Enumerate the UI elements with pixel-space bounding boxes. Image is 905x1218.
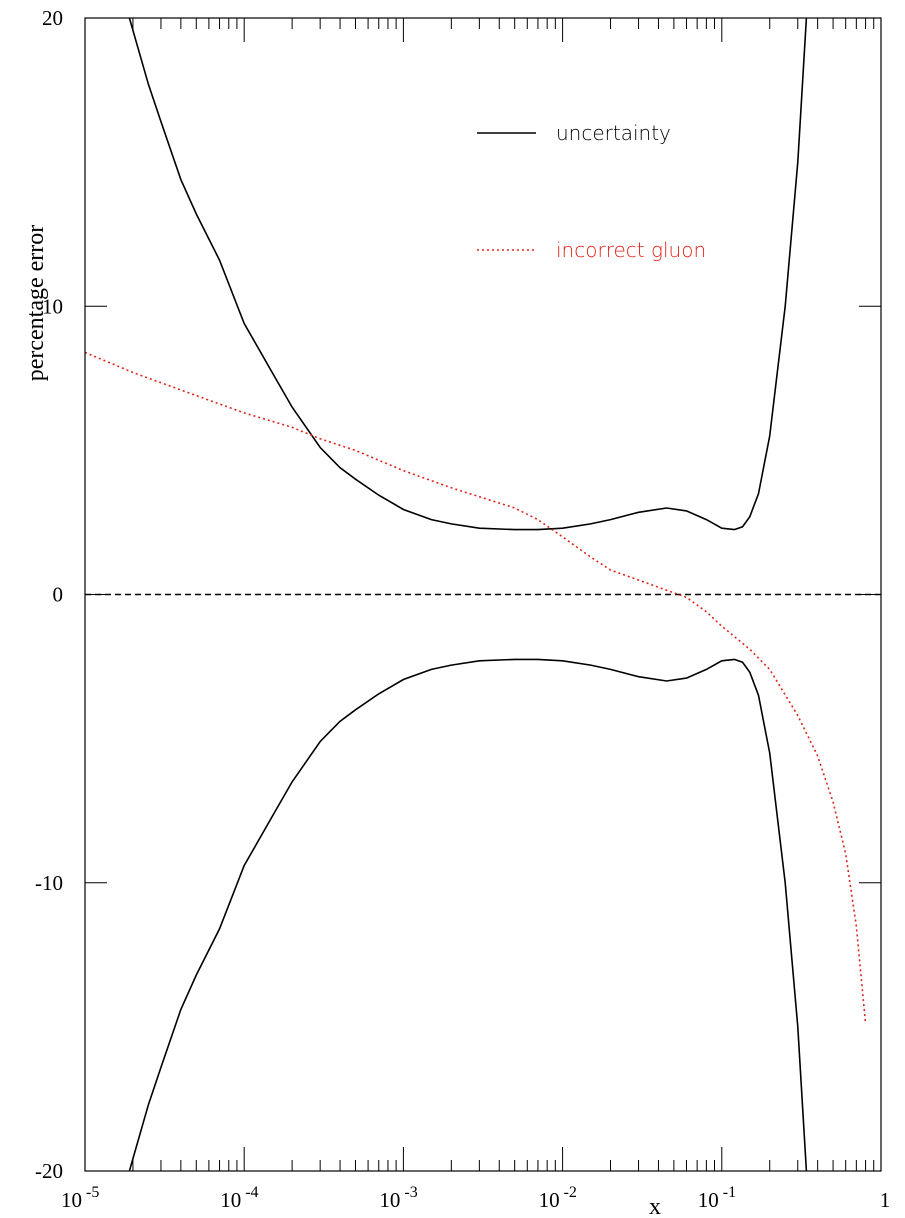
y-tick-label: 0: [53, 583, 64, 607]
legend: uncertainty incorrect gluon: [477, 121, 706, 262]
legend-label-uncertainty: uncertainty: [556, 121, 671, 145]
y-tick-label: 20: [42, 6, 63, 30]
plot-frame: [84, 17, 882, 1172]
x-tick-label: 10 -5: [61, 1184, 99, 1212]
series-line-incorrect-gluon: [84, 351, 867, 1025]
series-line-uncertainty: [128, 17, 808, 531]
plot-frame-layer: [84, 17, 882, 1172]
x-tick-label: 10 -1: [698, 1184, 736, 1212]
x-tick-label: 1: [880, 1188, 891, 1212]
legend-label-incorrect-gluon: incorrect gluon: [556, 238, 706, 262]
y-tick-label: -10: [35, 871, 63, 895]
y-tick-label: -20: [35, 1159, 63, 1183]
series-line-uncertainty-lower: [128, 658, 808, 1172]
y-axis-title: percentage error: [23, 225, 49, 382]
tick-mark-layer: [84, 17, 882, 1172]
x-axis-title: x: [649, 1194, 661, 1218]
series-layer: [84, 17, 867, 1172]
x-tick-label: 10 -2: [539, 1184, 577, 1212]
x-tick-label: 10 -4: [220, 1184, 258, 1212]
y-tick-label: 10: [42, 294, 63, 318]
x-tick-label: 10 -3: [379, 1184, 417, 1212]
